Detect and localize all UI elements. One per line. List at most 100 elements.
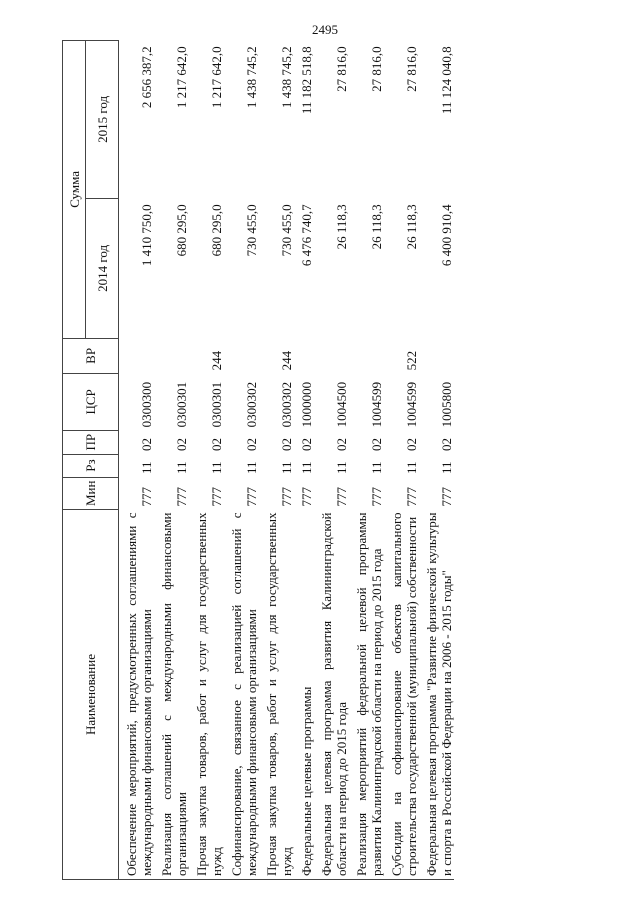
cell-2014: 680 295,0 [174, 204, 189, 257]
header-pr: ПР [62, 430, 119, 455]
cell-rz: 11 [439, 461, 454, 475]
cell-csr: 1005800 [439, 381, 454, 428]
cell-rz: 11 [404, 461, 419, 475]
cell-vr [119, 338, 155, 373]
cell-name: Обеспечение мероприятий, предусмотренных… [118, 509, 154, 880]
cell-rz: 11 [279, 461, 294, 475]
cell-name: Прочая закупка товаров, работ и услуг дл… [189, 509, 224, 880]
cell-2015: 1 438 745,2 [244, 46, 259, 109]
table-row: Федеральная целевая программа "Развитие … [419, 40, 454, 880]
cell-name: Реализация соглашений с международными ф… [154, 509, 189, 880]
cell-2014: 730 455,0 [279, 204, 294, 257]
cell-name: Федеральная целевая программа "Развитие … [419, 509, 454, 880]
cell-2014: 26 118,3 [404, 204, 419, 250]
cell-rz: 11 [209, 461, 224, 475]
cell-rz: 11 [369, 461, 384, 475]
budget-table: Наименование Мин Рз ПР ЦСР ВР Сумма 2014… [62, 40, 454, 880]
cell-2015: 1 217 642,0 [209, 46, 224, 109]
cell-pr: 02 [174, 438, 189, 452]
cell-vr [294, 338, 314, 373]
cell-vr [349, 338, 384, 373]
cell-2014: 26 118,3 [334, 204, 349, 250]
cell-min: 777 [139, 487, 154, 507]
header-csr: ЦСР [62, 373, 119, 431]
cell-name: Реализация мероприятий федеральной целев… [349, 509, 384, 880]
table-row: Реализация соглашений с международными ф… [154, 40, 189, 880]
header-min: Мин [62, 477, 119, 510]
cell-2014: 6 400 910,4 [439, 204, 454, 267]
cell-name: Федеральная целевая программа развития К… [314, 509, 349, 880]
table-row: Субсидии на софинансирование объектов ка… [384, 40, 419, 880]
cell-pr: 02 [279, 438, 294, 452]
cell-min: 777 [439, 487, 454, 507]
cell-csr: 0300302 [244, 381, 259, 428]
table-row: Обеспечение мероприятий, предусмотренных… [118, 40, 155, 880]
cell-csr: 1004599 [404, 381, 419, 428]
cell-min: 777 [279, 487, 294, 507]
cell-pr: 02 [299, 438, 314, 452]
cell-2015: 27 816,0 [404, 46, 419, 92]
cell-2015: 1 438 745,2 [279, 46, 294, 109]
cell-2014: 26 118,3 [369, 204, 384, 250]
cell-vr [314, 338, 349, 373]
table-row: Прочая закупка товаров, работ и услуг дл… [189, 40, 224, 880]
cell-name: Прочая закупка товаров, работ и услуг дл… [259, 509, 294, 880]
table-row: Федеральные целевые программы 777 11 02 1000… [294, 40, 314, 880]
cell-rz: 11 [334, 461, 349, 475]
cell-pr: 02 [209, 438, 224, 452]
header-2015: 2015 год [85, 40, 119, 199]
cell-vr [419, 338, 454, 373]
cell-vr: 244 [209, 350, 224, 371]
cell-vr [224, 338, 259, 373]
cell-vr [154, 338, 189, 373]
table-row: Софинансирование, связанное с реализацие… [224, 40, 259, 880]
header-vr: ВР [62, 338, 119, 374]
cell-csr: 0300301 [209, 381, 224, 428]
cell-2015: 2 656 387,2 [139, 46, 154, 109]
cell-name: Софинансирование, связанное с реализацие… [224, 509, 259, 880]
cell-pr: 02 [334, 438, 349, 452]
cell-min: 777 [244, 487, 259, 507]
cell-csr: 0300302 [279, 381, 294, 428]
cell-min: 777 [174, 487, 189, 507]
cell-2015: 1 217 642,0 [174, 46, 189, 109]
cell-name: Федеральные целевые программы [294, 509, 314, 880]
cell-2015: 11 182 518,8 [299, 46, 314, 115]
cell-csr: 0300301 [174, 381, 189, 428]
cell-pr: 02 [139, 438, 154, 452]
header-2014: 2014 год [85, 198, 119, 339]
cell-2015: 27 816,0 [334, 46, 349, 92]
table-row: Прочая закупка товаров, работ и услуг дл… [259, 40, 294, 880]
cell-2014: 1 410 750,0 [139, 204, 154, 267]
cell-vr: 522 [404, 350, 419, 371]
cell-2014: 6 476 740,7 [299, 204, 314, 267]
cell-pr: 02 [369, 438, 384, 452]
header-sum: Сумма [62, 40, 86, 339]
cell-min: 777 [299, 487, 314, 507]
page-number: 2495 [312, 22, 338, 37]
table-row: Реализация мероприятий федеральной целев… [349, 40, 384, 880]
cell-csr: 0300300 [139, 381, 154, 428]
cell-rz: 11 [139, 461, 154, 475]
cell-name: Субсидии на софинансирование объектов ка… [384, 509, 419, 880]
cell-min: 777 [334, 487, 349, 507]
header-rz: Рз [62, 454, 119, 478]
cell-2015: 27 816,0 [369, 46, 384, 92]
cell-pr: 02 [244, 438, 259, 452]
cell-csr: 1004599 [369, 381, 384, 428]
cell-rz: 11 [244, 461, 259, 475]
cell-min: 777 [404, 487, 419, 507]
cell-min: 777 [209, 487, 224, 507]
cell-pr: 02 [439, 438, 454, 452]
cell-rz: 11 [174, 461, 189, 475]
cell-vr: 244 [279, 350, 294, 371]
cell-pr: 02 [404, 438, 419, 452]
cell-min: 777 [369, 487, 384, 507]
cell-rz: 11 [299, 461, 314, 475]
table-row: Федеральная целевая программа развития К… [314, 40, 349, 880]
cell-2014: 680 295,0 [209, 204, 224, 257]
cell-csr: 1000000 [299, 381, 314, 428]
cell-2015: 11 124 040,8 [439, 46, 454, 115]
cell-csr: 1004500 [334, 381, 349, 428]
